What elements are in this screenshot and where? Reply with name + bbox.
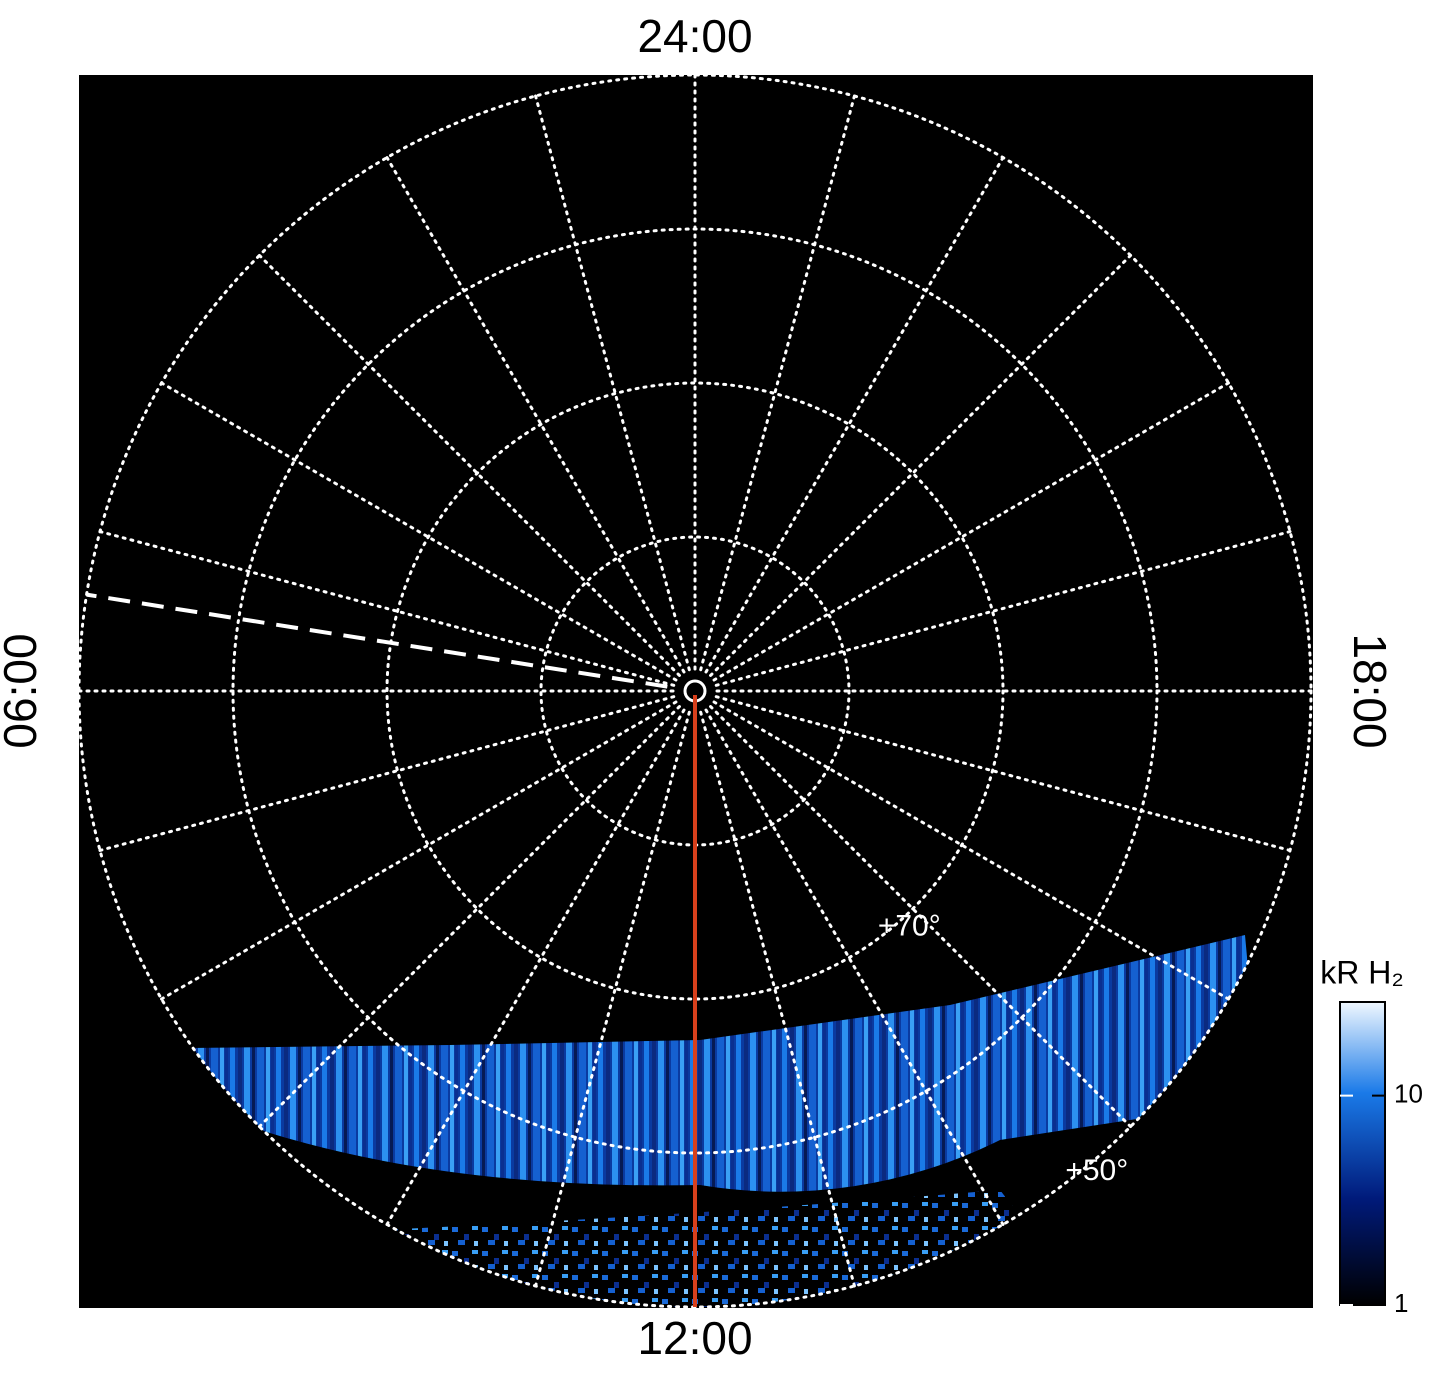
hour-label: 18:00: [1344, 633, 1396, 748]
meridian: [257, 253, 681, 677]
meridian: [714, 530, 1292, 687]
meridian: [699, 710, 856, 1288]
meridian: [98, 530, 676, 687]
latitude-ring: [385, 381, 1005, 1001]
polar-grid: [77, 73, 1313, 1309]
meridian: [385, 156, 686, 674]
hour-label: 24:00: [637, 10, 752, 62]
meridian: [714, 695, 1292, 852]
dashed-line: [86, 592, 668, 689]
meridian: [98, 695, 676, 852]
meridian: [704, 156, 1005, 674]
meridian: [534, 94, 691, 672]
colorbar: [1339, 1001, 1386, 1306]
colorbar-title: kR H₂: [1320, 954, 1404, 990]
meridian: [712, 700, 1230, 1001]
meridian: [385, 708, 686, 1226]
colorbar-tick-label: 10: [1394, 1078, 1423, 1108]
meridian: [709, 705, 1133, 1129]
latitude-label: +70°: [878, 910, 941, 943]
meridian: [160, 381, 678, 682]
meridian: [709, 253, 1133, 677]
hour-label: 12:00: [637, 1312, 752, 1364]
meridian: [699, 94, 856, 672]
meridian: [712, 381, 1230, 682]
latitude-label: +50°: [1065, 1154, 1128, 1187]
colorbar-tick-label: 1: [1394, 1288, 1408, 1318]
meridian: [534, 710, 691, 1288]
meridian: [257, 705, 681, 1129]
meridian: [160, 700, 678, 1001]
meridian: [704, 708, 1005, 1226]
emission-band: [190, 935, 1260, 1192]
hour-label: 06:00: [0, 633, 46, 748]
